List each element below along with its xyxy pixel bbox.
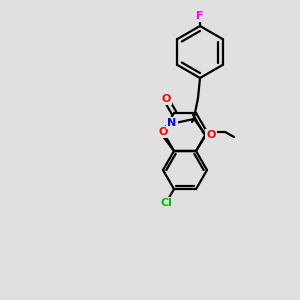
Text: O: O: [206, 130, 216, 140]
Text: Cl: Cl: [160, 198, 172, 208]
Text: N: N: [167, 118, 177, 128]
Text: N: N: [167, 118, 177, 128]
Text: O: O: [158, 127, 168, 137]
Text: O: O: [161, 94, 171, 104]
Text: F: F: [196, 11, 204, 21]
